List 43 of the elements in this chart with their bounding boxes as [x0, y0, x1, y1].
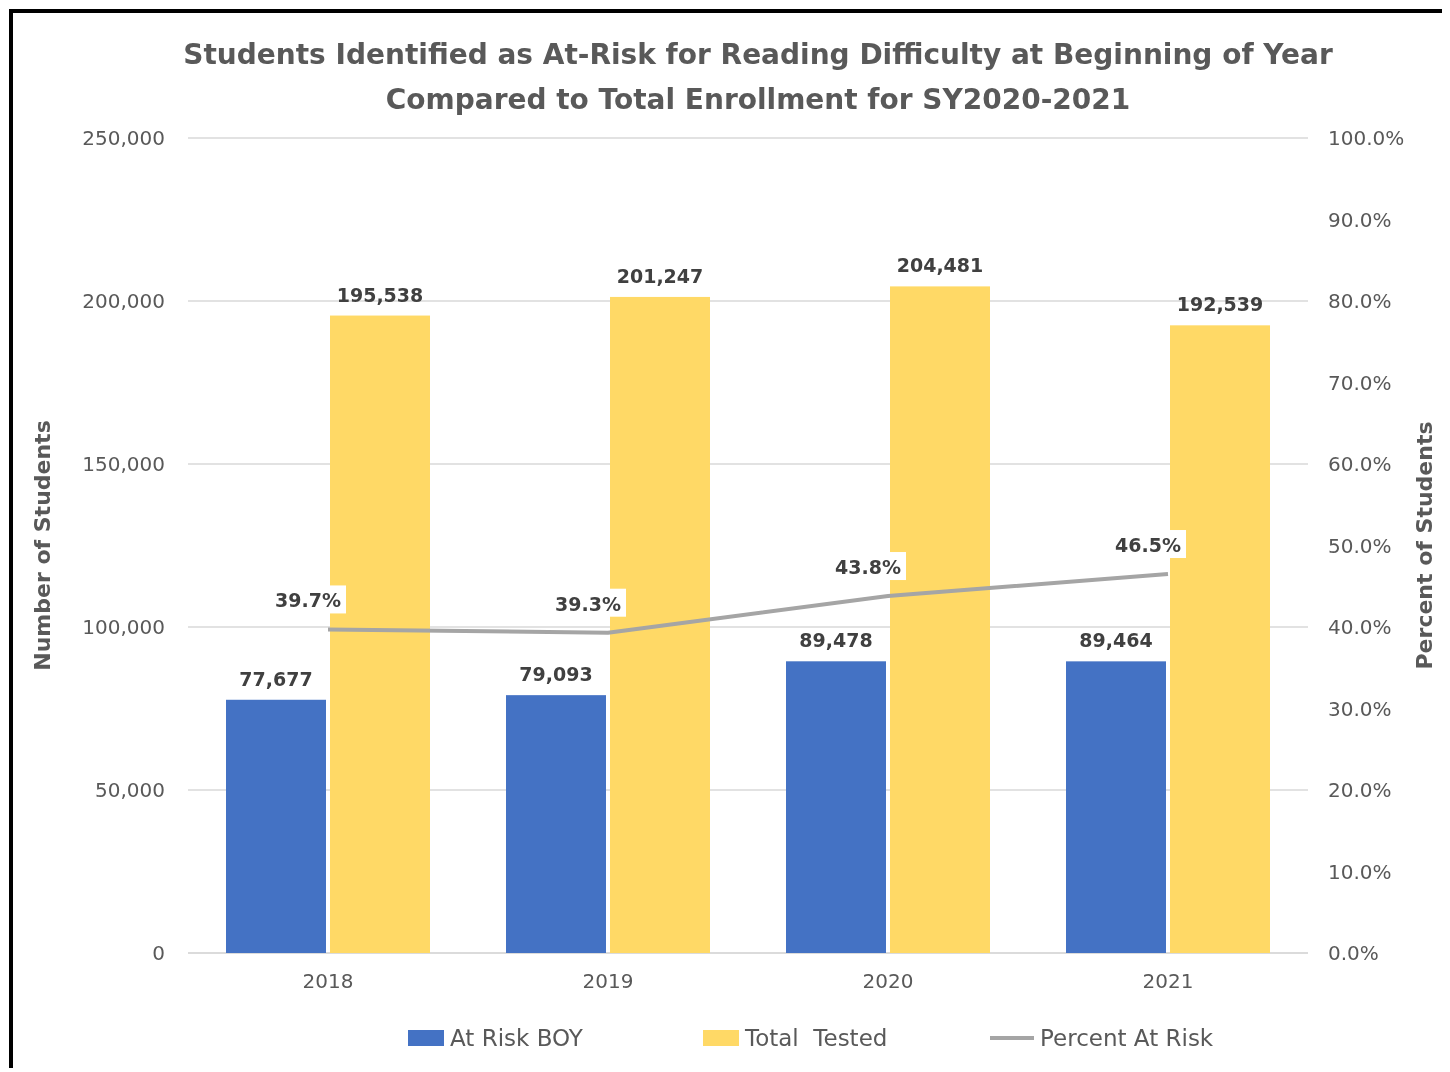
- y2-tick-label: 80.0%: [1328, 289, 1392, 313]
- y-tick-label: 0: [152, 941, 165, 965]
- y2-tick-label: 20.0%: [1328, 778, 1392, 802]
- x-tick-label: 2019: [582, 969, 634, 993]
- legend-label: At Risk BOY: [450, 1025, 584, 1051]
- data-label: 195,538: [336, 283, 424, 306]
- legend-label: Percent At Risk: [1040, 1025, 1214, 1051]
- data-label: 201,247: [616, 264, 704, 287]
- y2-tick-label: 60.0%: [1328, 452, 1392, 476]
- x-tick-label: 2018: [302, 969, 354, 993]
- y2-tick-label: 30.0%: [1328, 696, 1392, 721]
- y2-tick-label: 10.0%: [1328, 859, 1392, 884]
- x-tick-label: 2020: [862, 969, 914, 993]
- y2-axis-title: Percent of Students: [1412, 421, 1437, 670]
- y-tick-label: 200,000: [82, 289, 165, 313]
- data-label: 192,539: [1176, 293, 1264, 316]
- bar: [1066, 661, 1166, 953]
- data-label: 77,677: [239, 667, 313, 690]
- y2-tick-label: 90.0%: [1328, 207, 1392, 232]
- y2-tick-label: 0.0%: [1328, 941, 1379, 965]
- data-label: 89,464: [1079, 629, 1153, 652]
- data-label: 39.7%: [275, 589, 341, 612]
- data-label: 43.8%: [835, 556, 901, 579]
- y-tick-label: 250,000: [82, 126, 165, 150]
- legend-label: Total Tested: [744, 1025, 888, 1051]
- data-label: 79,093: [519, 663, 593, 686]
- y2-tick-label: 100.0%: [1328, 126, 1405, 150]
- chart-title: Students Identified as At-Risk for Reading Difficulty at Beginning of Year Compared to Total Enrollment for SY2020-2021: [183, 38, 1333, 116]
- bar: [506, 695, 606, 953]
- data-label: 39.3%: [555, 592, 621, 615]
- y2-tick-label: 50.0%: [1328, 533, 1392, 558]
- data-label: 89,478: [799, 629, 873, 652]
- y-tick-label: 100,000: [82, 615, 165, 639]
- y-axis-title: Number of Students: [30, 420, 55, 671]
- bar: [226, 699, 326, 953]
- x-tick-label: 2021: [1142, 969, 1194, 993]
- y-tick-label: 150,000: [82, 452, 165, 476]
- data-label: 204,481: [896, 254, 984, 277]
- y-tick-label: 50,000: [95, 778, 165, 802]
- y2-tick-label: 70.0%: [1328, 370, 1392, 395]
- bar: [786, 661, 886, 953]
- y2-tick-label: 40.0%: [1328, 615, 1392, 639]
- data-label: 46.5%: [1115, 534, 1181, 557]
